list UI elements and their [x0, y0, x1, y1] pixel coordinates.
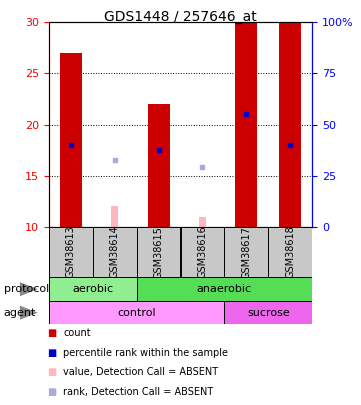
- Polygon shape: [20, 282, 38, 296]
- Text: value, Detection Call = ABSENT: value, Detection Call = ABSENT: [63, 367, 218, 377]
- Bar: [49, 227, 93, 277]
- Text: ■: ■: [47, 348, 56, 358]
- Bar: [279, 22, 301, 227]
- Text: sucrose: sucrose: [247, 308, 290, 318]
- Text: count: count: [63, 328, 91, 339]
- Text: GSM38617: GSM38617: [242, 226, 251, 279]
- Bar: [111, 207, 118, 227]
- Bar: [225, 227, 268, 277]
- Bar: [136, 277, 312, 301]
- Text: anaerobic: anaerobic: [197, 284, 252, 294]
- Text: rank, Detection Call = ABSENT: rank, Detection Call = ABSENT: [63, 387, 213, 397]
- Bar: [235, 22, 257, 227]
- Text: agent: agent: [4, 308, 36, 318]
- Bar: [180, 227, 225, 277]
- Text: ■: ■: [47, 367, 56, 377]
- Text: ■: ■: [47, 387, 56, 397]
- Text: aerobic: aerobic: [72, 284, 113, 294]
- Text: control: control: [117, 308, 156, 318]
- Text: ■: ■: [47, 328, 56, 339]
- Text: percentile rank within the sample: percentile rank within the sample: [63, 348, 228, 358]
- Text: protocol: protocol: [4, 284, 49, 294]
- Text: GSM38615: GSM38615: [153, 226, 164, 279]
- Bar: [49, 277, 136, 301]
- Bar: [136, 227, 180, 277]
- Text: GSM38618: GSM38618: [285, 226, 295, 279]
- Bar: [148, 104, 170, 227]
- Text: GSM38616: GSM38616: [197, 226, 208, 279]
- Text: GDS1448 / 257646_at: GDS1448 / 257646_at: [104, 10, 257, 24]
- Bar: [49, 301, 225, 324]
- Polygon shape: [20, 306, 38, 320]
- Text: GSM38614: GSM38614: [110, 226, 119, 279]
- Text: GSM38613: GSM38613: [66, 226, 76, 279]
- Bar: [93, 227, 136, 277]
- Bar: [225, 301, 312, 324]
- Bar: [268, 227, 312, 277]
- Bar: [60, 53, 82, 227]
- Bar: [199, 217, 206, 227]
